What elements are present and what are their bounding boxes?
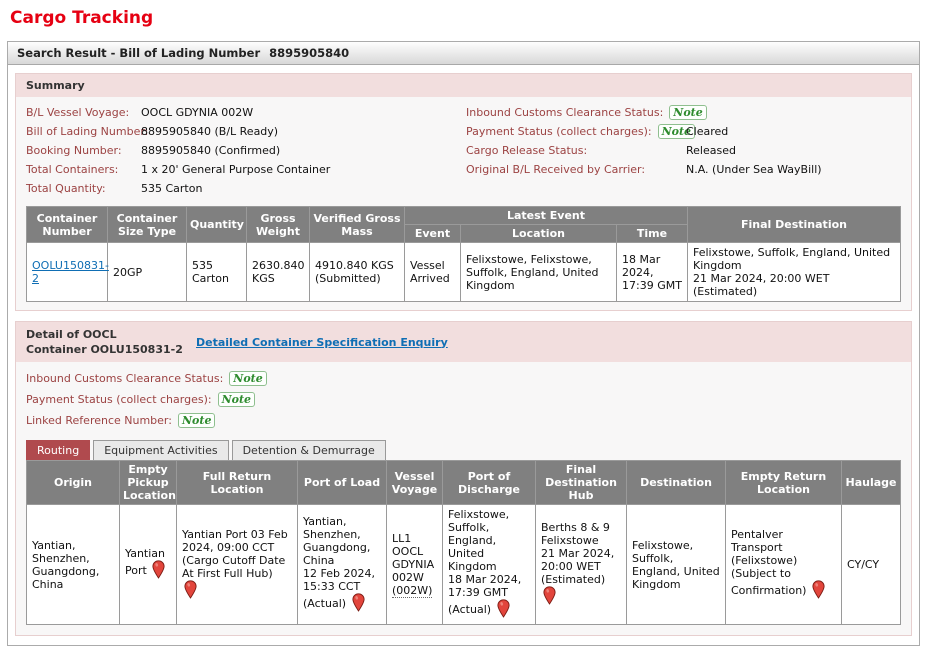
note-icon[interactable]: Note: [229, 371, 267, 386]
cell-quantity: 535 Carton: [186, 242, 247, 302]
cell-full-return: Yantian Port 03 Feb 2024, 09:00 CCT (Car…: [176, 504, 298, 625]
col-verified-gross-mass: Verified Gross Mass: [309, 206, 405, 243]
map-pin-icon: [351, 592, 365, 615]
col-container-number: Container Number: [26, 206, 108, 243]
col-port-of-discharge: Port of Discharge: [442, 460, 536, 505]
cell-destination: Felixstowe, Suffolk, England, United Kin…: [626, 504, 726, 625]
cell-time: 18 Mar 2024, 17:39 GMT: [616, 242, 688, 302]
search-result-header: Search Result - Bill of Lading Number 889…: [8, 42, 919, 65]
field-bl-vessel-voyage: B/L Vessel Voyage: OOCL GDYNIA 002W: [26, 106, 254, 119]
field-total-quantity: Total Quantity: 535 Carton: [26, 182, 203, 195]
search-result-box: Search Result - Bill of Lading Number 889…: [7, 41, 920, 646]
cell-origin: Yantian, Shenzhen, Guangdong, China: [26, 504, 120, 625]
container-summary-table: Container Number Container Size Type Qua…: [26, 206, 901, 302]
col-vessel-voyage: Vessel Voyage: [386, 460, 443, 505]
col-location: Location: [460, 224, 617, 243]
cell-final-destination: Felixstowe, Suffolk, England, United Kin…: [687, 242, 901, 302]
map-pin-icon: [496, 599, 510, 621]
cell-haulage: CY/CY: [841, 504, 901, 625]
map-pin-icon: [152, 560, 165, 582]
cell-empty-return: Pentalver Transport (Felixstowe) (Subjec…: [725, 504, 842, 625]
routing-table: Origin Empty Pickup Location Full Return…: [26, 460, 901, 625]
note-icon[interactable]: Note: [669, 105, 707, 120]
tab-routing[interactable]: Routing: [26, 440, 91, 460]
detail-panel-title: Detail of OOCL Container OOLU150831-2: [26, 328, 183, 356]
col-full-return-location: Full Return Location: [176, 460, 298, 505]
container-specification-link[interactable]: Detailed Container Specification Enquiry: [196, 335, 448, 349]
container-row: OOLU150831-2 20GP 535 Carton 2630.840 KG…: [26, 242, 901, 302]
col-time: Time: [616, 224, 688, 243]
routing-row: Yantian, Shenzhen, Guangdong, China Yant…: [26, 504, 901, 625]
page-title: Cargo Tracking: [10, 8, 154, 28]
col-container-size-type: Container Size Type: [107, 206, 187, 243]
field-bill-of-lading-number: Bill of Lading Number: 8895905840 (B/L R…: [26, 125, 279, 138]
field-booking-number: Booking Number: 8895905840 (Confirmed): [26, 144, 281, 157]
note-icon[interactable]: Note: [657, 124, 696, 139]
cell-location: Felixstowe, Felixstowe, Suffolk, England…: [460, 242, 617, 302]
voyage-code: (002W): [392, 584, 433, 598]
col-origin: Origin: [26, 460, 120, 505]
container-number-link[interactable]: OOLU150831-2: [32, 259, 109, 285]
col-final-destination: Final Destination: [687, 206, 901, 243]
summary-panel-title: Summary: [16, 74, 911, 97]
map-pin-icon: [543, 586, 556, 608]
cell-final-destination-hub: Berths 8 & 9 Felixstowe 21 Mar 2024, 20:…: [535, 504, 627, 625]
col-haulage: Haulage: [841, 460, 901, 505]
col-empty-pickup-location: Empty Pickup Location: [119, 460, 177, 505]
note-icon[interactable]: Note: [217, 392, 256, 407]
note-icon[interactable]: Note: [177, 413, 216, 428]
summary-right-column: Inbound Customs Clearance Status: Note Pa…: [466, 103, 901, 198]
detail-inbound-customs-status: Inbound Customs Clearance Status: Note: [26, 368, 901, 389]
col-quantity: Quantity: [186, 206, 247, 243]
search-result-label: Search Result - Bill of Lading Number: [17, 46, 261, 60]
col-empty-return-location: Empty Return Location: [725, 460, 842, 505]
summary-panel: Summary B/L Vessel Voyage: OOCL GDYNIA 0…: [15, 73, 912, 311]
field-total-containers: Total Containers: 1 x 20' General Purpos…: [26, 163, 331, 176]
col-event: Event: [404, 224, 461, 243]
field-cargo-release-status: Cargo Release Status: Released: [466, 144, 736, 157]
cell-port-of-load: Yantian, Shenzhen, Guangdong, China 12 F…: [297, 504, 387, 625]
col-latest-event: Latest Event: [404, 206, 688, 225]
cell-event: Vessel Arrived: [404, 242, 461, 302]
field-inbound-customs-clearance-status: Inbound Customs Clearance Status: Note: [466, 103, 901, 122]
col-port-of-load: Port of Load: [297, 460, 387, 505]
cell-size-type: 20GP: [107, 242, 187, 302]
summary-left-column: B/L Vessel Voyage: OOCL GDYNIA 002W Bill…: [26, 103, 466, 198]
tab-equipment-activities[interactable]: Equipment Activities: [93, 440, 229, 460]
tab-detention-demurrage[interactable]: Detention & Demurrage: [231, 440, 386, 460]
detail-tabs: Routing Equipment Activities Detention &…: [26, 440, 901, 460]
col-gross-weight: Gross Weight: [246, 206, 310, 243]
cell-empty-pickup: Yantian Port: [119, 504, 177, 625]
cell-vessel-voyage: LL1 OOCL GDYNIA 002W (002W): [386, 504, 443, 625]
detail-linked-reference-number: Linked Reference Number: Note: [26, 410, 901, 431]
cell-vgm: 4910.840 KGS (Submitted): [309, 242, 405, 302]
col-destination: Destination: [626, 460, 726, 505]
field-original-bl-received: Original B/L Received by Carrier: N.A. (…: [466, 163, 822, 176]
col-final-destination-hub: Final Destination Hub: [535, 460, 627, 505]
cell-port-of-discharge: Felixstowe, Suffolk, England, United Kin…: [442, 504, 536, 625]
cell-gross-weight: 2630.840 KGS: [246, 242, 310, 302]
bill-of-lading-number: 8895905840: [269, 46, 350, 60]
detail-payment-status: Payment Status (collect charges): Note: [26, 389, 901, 410]
field-payment-status: Payment Status (collect charges): Note Cl…: [466, 124, 729, 139]
container-detail-panel: Detail of OOCL Container OOLU150831-2 De…: [15, 321, 912, 636]
